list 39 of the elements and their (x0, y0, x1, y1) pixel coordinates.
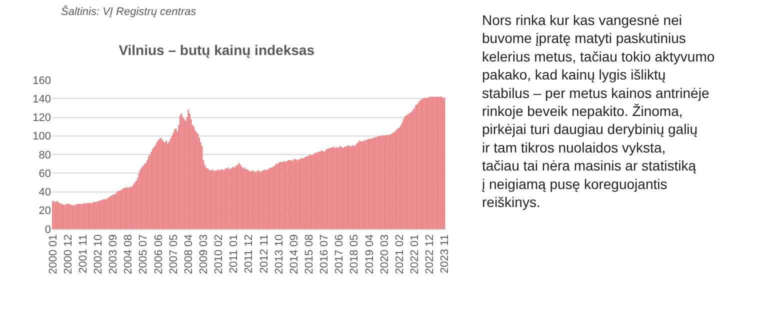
x-tick-label: 2007 05 (168, 234, 180, 274)
x-tick-label: 2001 11 (77, 234, 90, 274)
y-tick-label: 0 (44, 224, 51, 236)
y-tick-label: 100 (32, 130, 51, 143)
x-tick-label: 2000 01 (47, 234, 60, 274)
y-tick-label: 20 (38, 205, 51, 218)
x-tick-label: 2004 08 (122, 234, 135, 274)
text: Nors rinka kur kas vangesnė nei buvome įpratę matyti paskutinius kelerius metus, tačiau tokio aktyvumo pakako, kad kainų lygis išliktų stabilus – per metus kainos antrinėje rinkoje beveik nepakito. Žinoma, pirkėjai turi daugiau derybinių galių ir tam tikros nuolaidos vyksta, tačiau tai nėra masinis ar statistiką į neigiamą pusę koreguojantis reiškinys. (482, 12, 715, 210)
x-tick-label: 2006 06 (152, 234, 165, 274)
y-tick-label: 120 (32, 112, 51, 124)
x-tick-label: 2017 06 (334, 234, 346, 274)
y-tick-label: 140 (32, 93, 51, 106)
x-tick-label: 2023 11 (439, 234, 452, 274)
x-tick-label: 2021 02 (394, 234, 406, 274)
x-tick-label: 2020 03 (378, 234, 391, 274)
chart-title: Vilnius – butų kainų indeksas (118, 42, 315, 58)
x-tick-label: 2009 03 (198, 234, 210, 274)
x-tick-label: 2019 04 (364, 234, 376, 274)
x-tick-label: 2015 08 (304, 234, 316, 274)
x-tick-label: 2000 12 (62, 234, 74, 274)
x-tick-label: 2022 01 (409, 234, 422, 274)
y-tick-label: 60 (38, 168, 51, 180)
text: Šaltinis: VĮ Registrų centras (61, 5, 197, 18)
y-tick-label: 160 (32, 74, 51, 87)
x-tick-label: 2010 02 (213, 234, 226, 274)
x-tick-label: 2014 09 (288, 234, 300, 274)
x-tick-label: 2022 12 (424, 234, 436, 274)
y-tick-label: 80 (38, 149, 51, 162)
x-tick-label: 2002 10 (92, 234, 104, 274)
x-tick-label: 2011 01 (228, 234, 240, 274)
x-tick-label: 2005 07 (138, 234, 150, 274)
x-tick-label: 2013 10 (273, 234, 286, 274)
x-tick-label: 2011 12 (243, 234, 256, 274)
x-tick-label: 2016 07 (318, 234, 331, 274)
x-tick-label: 2003 09 (108, 234, 120, 274)
x-tick-label: 2018 05 (348, 234, 361, 274)
x-tick-label: 2008 04 (182, 234, 195, 274)
x-tick-label: 2012 11 (258, 234, 270, 274)
y-tick-label: 40 (38, 186, 51, 199)
